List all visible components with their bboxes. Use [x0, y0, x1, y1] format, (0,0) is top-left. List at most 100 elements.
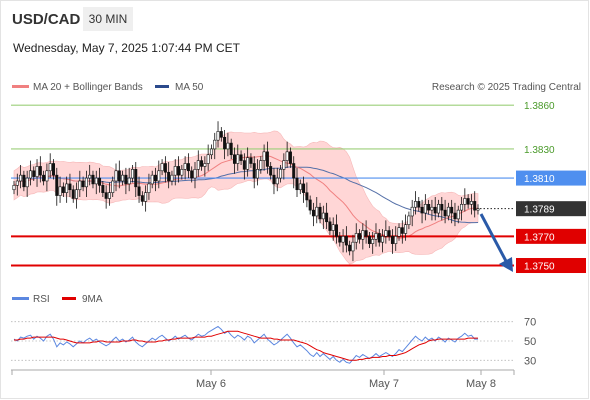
- candle-body: [190, 170, 194, 179]
- candle-body: [305, 192, 309, 201]
- candle: [417, 197, 421, 212]
- candle: [137, 176, 141, 203]
- candle: [186, 153, 190, 179]
- candle: [55, 167, 59, 206]
- candle-body: [78, 180, 82, 191]
- candle: [32, 166, 36, 181]
- candle: [285, 141, 289, 168]
- candle: [404, 214, 408, 241]
- candle: [206, 144, 210, 171]
- candle-body: [407, 215, 411, 226]
- candle-body: [15, 180, 19, 186]
- candle-body: [127, 177, 131, 185]
- candle: [446, 202, 450, 221]
- candle: [394, 226, 398, 251]
- candle: [203, 156, 207, 177]
- candle-body: [377, 233, 381, 243]
- candle: [216, 121, 220, 148]
- candle: [144, 185, 148, 212]
- level-tag-2: [516, 170, 586, 186]
- candle-body: [275, 177, 279, 185]
- candle-body: [71, 189, 75, 199]
- ma9-legend-label: 9MA: [82, 294, 103, 305]
- candle: [150, 170, 154, 189]
- candle: [190, 166, 194, 183]
- candle-body: [256, 169, 260, 179]
- timeframe-badge[interactable]: 30 MIN: [83, 7, 133, 31]
- candle-body: [45, 170, 49, 182]
- candle-body: [367, 236, 371, 244]
- candle-body: [394, 236, 398, 244]
- candlesticks: [12, 121, 480, 262]
- level-label-0: 1.3860: [524, 101, 555, 112]
- candle: [45, 163, 49, 192]
- candle: [117, 160, 121, 189]
- level-tag-4: [516, 258, 586, 274]
- candle: [183, 156, 187, 180]
- candle-body: [206, 154, 210, 164]
- current-price-tag: 1.3789: [516, 201, 586, 217]
- candle: [292, 156, 296, 189]
- candle: [430, 199, 434, 221]
- candle-body: [456, 209, 460, 220]
- candle-body: [476, 208, 480, 211]
- candle-body: [269, 166, 273, 176]
- candle-body: [226, 142, 230, 150]
- candle: [358, 229, 362, 244]
- candle-body: [101, 185, 105, 193]
- candle: [460, 197, 464, 221]
- candle-body: [285, 151, 289, 161]
- candle-body: [35, 166, 39, 177]
- candle-body: [440, 204, 444, 211]
- candle-body: [341, 236, 345, 243]
- candle: [173, 159, 177, 186]
- candle-body: [460, 204, 464, 211]
- candle-body: [413, 201, 417, 208]
- candle: [262, 144, 266, 171]
- candle: [351, 234, 355, 262]
- candle: [279, 164, 283, 183]
- candle: [209, 144, 213, 160]
- candle-body: [410, 206, 414, 217]
- candle-body: [134, 169, 138, 188]
- candle-body: [183, 163, 187, 170]
- candle: [410, 199, 414, 227]
- candle-body: [292, 163, 296, 179]
- candle-body: [140, 195, 144, 202]
- candle-body: [390, 236, 394, 244]
- candle-body: [453, 212, 457, 220]
- candle-body: [279, 169, 283, 179]
- rsi-legend-label: RSI: [33, 294, 50, 305]
- ma20-legend-label: MA 20 + Bollinger Bands: [33, 82, 143, 93]
- candle: [157, 160, 161, 189]
- candle: [114, 163, 118, 192]
- candle-body: [160, 163, 164, 172]
- candle-body: [325, 212, 329, 223]
- candle-body: [232, 154, 236, 164]
- candle-body: [147, 183, 151, 193]
- candle: [476, 204, 480, 215]
- candle: [242, 153, 246, 180]
- candle: [200, 156, 204, 171]
- candle-body: [381, 236, 385, 243]
- candle: [423, 194, 427, 221]
- candle: [288, 147, 292, 168]
- candle: [334, 214, 338, 244]
- candle-body: [466, 198, 470, 205]
- candle: [160, 159, 164, 176]
- candle: [318, 202, 322, 224]
- candle-body: [12, 185, 16, 191]
- credit-label: Research © 2025 Trading Central: [432, 82, 581, 93]
- candle: [384, 220, 388, 244]
- candle-body: [443, 209, 447, 217]
- candle-body: [124, 174, 128, 185]
- candle-body: [38, 166, 42, 176]
- candle-body: [397, 227, 401, 237]
- candle: [15, 173, 19, 196]
- rsi-tick-label-2: 30: [524, 355, 536, 367]
- rsi-line: [13, 325, 478, 364]
- candle: [381, 229, 385, 253]
- candle: [35, 159, 39, 187]
- candle: [328, 217, 332, 235]
